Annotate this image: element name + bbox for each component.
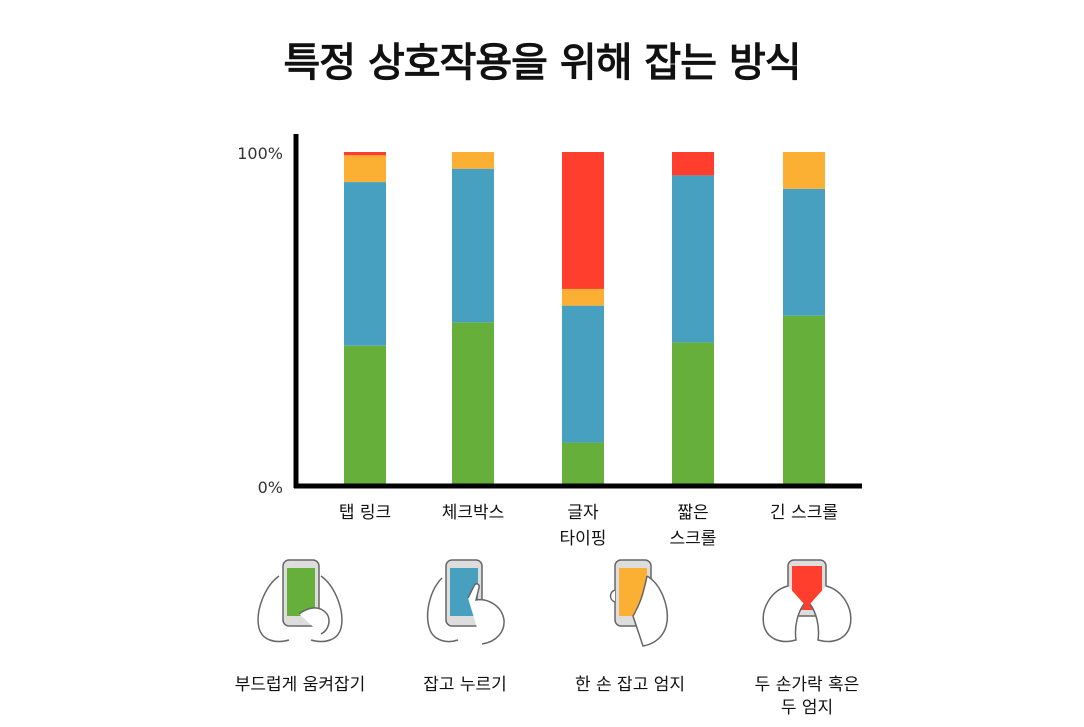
legend-item-hold-and-tap: 잡고 누르기 (380, 556, 550, 697)
legend-item-two-fingers-or-thumbs: 두 손가락 혹은 두 엄지 (722, 556, 892, 720)
hand-tapping-phone-icon (426, 559, 505, 645)
two-thumbs-phone-icon (762, 559, 852, 643)
x-tick-label: 글자 (567, 503, 599, 523)
bar-segment (452, 322, 494, 486)
bar-segment (562, 152, 604, 289)
x-tick-label: 긴 스크롤 (770, 503, 838, 523)
bar-segment (344, 152, 386, 156)
bar-segment (783, 188, 825, 316)
hands-holding-phone-icon (257, 559, 343, 643)
legend-label: 부드럽게 움켜잡기 (234, 675, 366, 695)
one-hand-thumb-phone-icon (609, 559, 669, 647)
x-tick-label: 짧은 (677, 503, 708, 523)
bar-segment (562, 305, 604, 443)
bar-segment (562, 288, 604, 306)
x-tick-label: 타이핑 (560, 529, 607, 549)
bar-segment (783, 315, 825, 486)
legend-label: 한 손 잡고 엄지 (574, 675, 686, 695)
x-tick-label: 스크롤 (670, 529, 717, 549)
bar-segment (672, 175, 714, 343)
y-tick-label: 0% (258, 478, 283, 497)
bar-segment (344, 155, 386, 183)
bar-segment (672, 152, 714, 176)
bar-segment (452, 152, 494, 169)
legend-item-one-hand-thumb: 한 손 잡고 엄지 (545, 556, 715, 697)
chart-title: 특정 상호작용을 위해 잡는 방식 (283, 40, 801, 86)
bar-segment (562, 442, 604, 486)
bar-segment (672, 342, 714, 486)
x-tick-label: 탭 링크 (339, 503, 391, 523)
legend-label: 두 손가락 혹은 두 엄지 (754, 675, 860, 718)
bar-segment (783, 152, 825, 189)
x-tick-label: 체크박스 (442, 503, 505, 523)
bar-segment (452, 168, 494, 323)
legend-label: 잡고 누르기 (423, 675, 507, 695)
bar-segment (344, 345, 386, 486)
y-tick-label: 100% (237, 144, 283, 163)
legend-item-gentle-grip: 부드럽게 움켜잡기 (215, 556, 385, 697)
bar-segment (344, 182, 386, 346)
